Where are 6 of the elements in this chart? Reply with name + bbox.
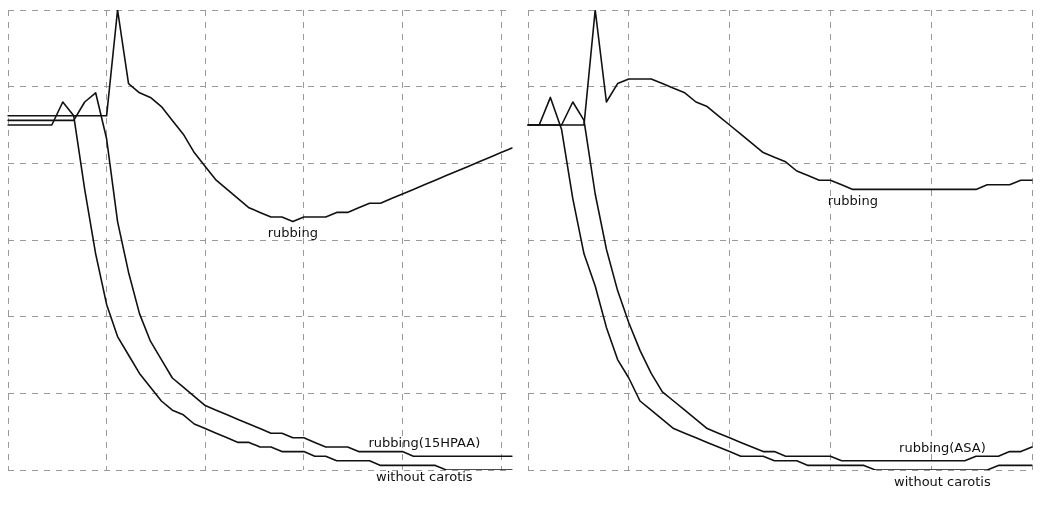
- series-label: rubbing: [827, 193, 878, 209]
- series-label: without carotis: [376, 469, 473, 485]
- series-label: rubbing: [267, 225, 318, 241]
- series-label: without carotis: [894, 473, 991, 489]
- series-label: rubbing(15HPAA): [368, 435, 481, 451]
- series-label: rubbing(ASA): [899, 439, 986, 455]
